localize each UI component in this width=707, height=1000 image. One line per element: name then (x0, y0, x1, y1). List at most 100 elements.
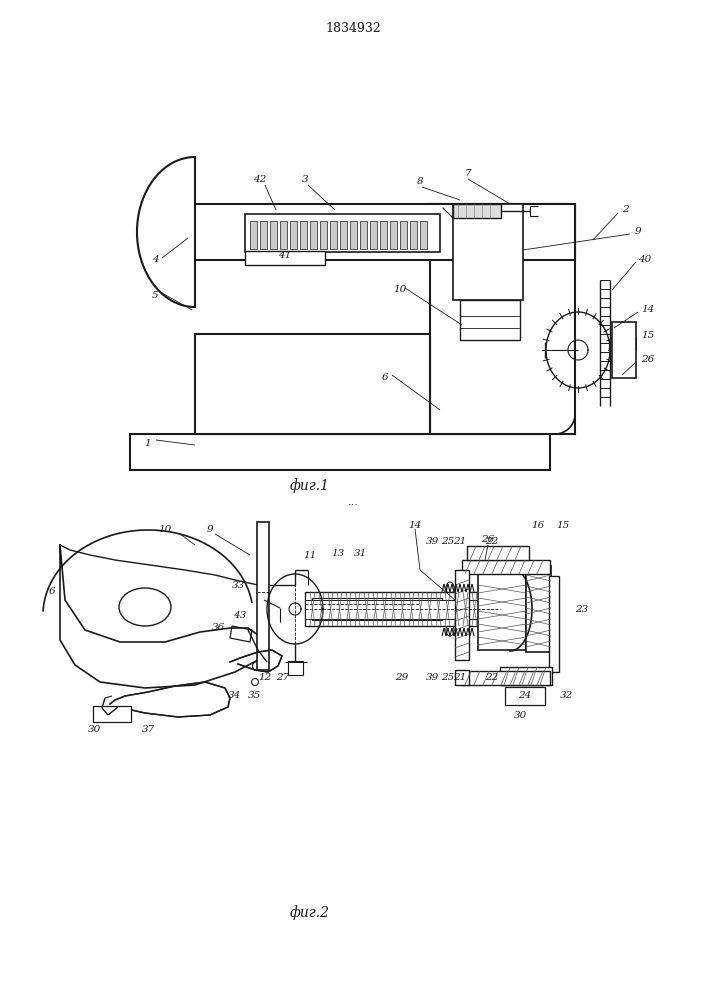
Text: 10: 10 (158, 526, 172, 534)
Bar (257, 522, 269, 670)
Text: 11: 11 (303, 550, 317, 560)
Bar (467, 546, 529, 560)
Bar (245, 251, 325, 265)
Bar (340, 221, 347, 249)
Bar (312, 598, 442, 620)
Text: 4: 4 (152, 255, 158, 264)
Circle shape (252, 662, 262, 670)
Text: фиг.1: фиг.1 (290, 479, 330, 493)
Text: 9: 9 (206, 526, 214, 534)
Bar (612, 322, 636, 378)
Bar (245, 214, 440, 252)
Text: 13: 13 (332, 548, 344, 558)
Bar (549, 576, 559, 672)
Text: 22: 22 (486, 538, 498, 546)
Bar (462, 671, 550, 685)
Text: 5: 5 (152, 290, 158, 300)
Text: 42: 42 (253, 176, 267, 184)
Bar (430, 204, 575, 434)
Polygon shape (110, 682, 230, 717)
Bar (290, 221, 297, 249)
Text: 26: 26 (481, 536, 495, 544)
Text: 2: 2 (621, 206, 629, 215)
Text: 39: 39 (426, 674, 438, 682)
Bar (453, 204, 523, 300)
Text: 29: 29 (395, 674, 409, 682)
Text: 25: 25 (441, 538, 455, 546)
Bar (526, 566, 551, 652)
Bar (250, 221, 257, 249)
Bar (455, 570, 469, 660)
Bar (400, 221, 407, 249)
Polygon shape (230, 650, 282, 672)
Text: 23: 23 (575, 605, 589, 614)
Text: 37: 37 (141, 726, 155, 734)
Text: 12: 12 (258, 674, 271, 682)
Text: 22: 22 (486, 674, 498, 682)
Circle shape (252, 678, 259, 686)
Bar (455, 670, 469, 685)
Bar (305, 600, 505, 619)
Text: фиг.2: фиг.2 (290, 906, 330, 920)
Bar (350, 221, 357, 249)
Bar (305, 592, 480, 626)
Text: 30: 30 (88, 726, 102, 734)
Bar (300, 221, 307, 249)
Text: 14: 14 (641, 306, 655, 314)
Bar (288, 661, 303, 675)
Text: 24: 24 (518, 690, 532, 700)
Bar (270, 221, 277, 249)
Text: 15: 15 (641, 330, 655, 340)
Polygon shape (230, 626, 252, 642)
Bar (93, 706, 131, 722)
Text: 33: 33 (231, 580, 245, 589)
Text: 1: 1 (145, 438, 151, 448)
Text: 3: 3 (302, 176, 308, 184)
Bar (260, 221, 267, 249)
Text: 21: 21 (453, 538, 467, 546)
Text: 43: 43 (233, 610, 247, 619)
Bar (410, 221, 417, 249)
Text: 9: 9 (635, 228, 641, 236)
Text: 16: 16 (532, 520, 544, 530)
Text: 15: 15 (556, 520, 570, 530)
Circle shape (101, 710, 109, 718)
Bar (360, 221, 367, 249)
Bar (310, 221, 317, 249)
Bar (370, 221, 377, 249)
Text: 41: 41 (279, 251, 291, 260)
Text: 14: 14 (409, 520, 421, 530)
Text: 30: 30 (513, 710, 527, 720)
Text: ...: ... (348, 497, 358, 507)
Bar (505, 687, 545, 705)
Bar (420, 221, 427, 249)
Bar (462, 560, 550, 574)
Bar (390, 221, 397, 249)
Bar (478, 568, 526, 650)
Text: 21: 21 (453, 674, 467, 682)
Text: 34: 34 (228, 690, 240, 700)
Text: 1834932: 1834932 (325, 21, 381, 34)
Bar (280, 221, 287, 249)
Bar (195, 204, 575, 260)
Text: 39: 39 (426, 538, 438, 546)
Text: 32: 32 (559, 690, 573, 700)
Bar (195, 334, 430, 434)
Bar (380, 221, 387, 249)
Text: 6: 6 (49, 587, 55, 596)
Text: 10: 10 (393, 286, 407, 294)
Text: 7: 7 (464, 169, 472, 178)
Text: 6: 6 (382, 373, 388, 382)
Bar (130, 434, 550, 470)
Text: 8: 8 (416, 178, 423, 186)
Text: 31: 31 (354, 548, 367, 558)
Bar (320, 221, 327, 249)
Text: 40: 40 (638, 255, 652, 264)
Bar (330, 221, 337, 249)
Text: 25: 25 (441, 674, 455, 682)
Text: 35: 35 (248, 690, 262, 700)
Text: 36: 36 (211, 622, 225, 632)
Bar (460, 300, 520, 340)
Text: 27: 27 (276, 674, 290, 682)
Circle shape (516, 692, 524, 700)
